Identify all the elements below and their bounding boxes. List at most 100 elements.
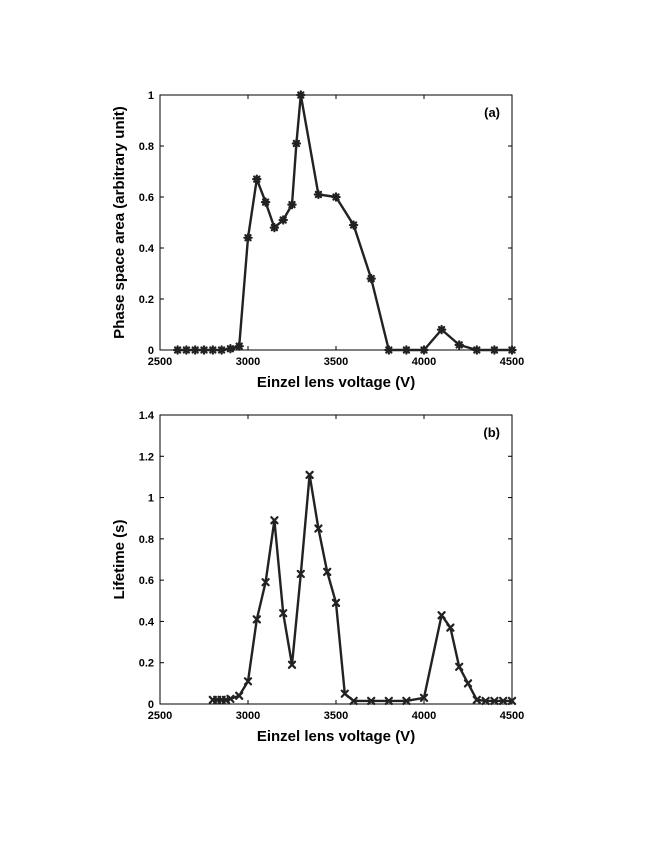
marker-stroke [340,689,349,698]
data-point-12 [296,569,305,579]
data-point-5 [216,345,227,355]
marker-stroke [279,216,287,224]
marker-stroke [261,578,270,587]
data-point-7 [252,615,261,624]
marker-stroke [297,91,305,99]
data-point-27 [472,695,481,705]
x-tick-label: 3000 [236,710,260,722]
marker-stroke [385,346,393,354]
data-point-29 [490,696,499,706]
marker-stroke [332,193,340,201]
y-axis-label: Lifetime (s) [111,519,128,599]
series-markers [208,470,517,706]
y-tick-label: 0 [148,699,154,711]
data-point-6 [225,344,236,354]
data-point-20 [384,345,394,355]
data-point-21 [402,696,411,706]
marker-stroke [446,623,455,632]
x-tick-label: 3500 [324,710,348,722]
marker-stroke [279,609,288,618]
x-tick-label: 4500 [500,356,524,368]
series-markers [172,90,517,355]
marker-stroke [331,598,341,608]
plot-frame [159,414,513,705]
marker-stroke [507,696,517,706]
y-tick-label: 0.6 [139,192,154,204]
x-tick-label: 4500 [500,710,524,722]
marker-stroke [182,346,191,354]
data-point-3 [199,345,209,355]
y-tick-label: 1.4 [139,410,155,422]
marker-stroke [252,615,261,624]
marker-stroke [314,524,323,533]
marker-stroke [270,516,279,525]
marker-stroke [402,696,411,706]
marker-stroke [463,679,473,688]
data-point-30 [499,696,508,706]
data-point-5 [235,691,244,700]
data-point-22 [419,693,429,702]
marker-stroke [437,325,446,334]
marker-stroke [419,693,429,702]
data-point-25 [472,345,482,355]
data-point-18 [348,220,359,230]
y-tick-label: 1.2 [139,451,154,463]
marker-stroke [235,342,243,350]
y-tick-label: 1 [148,90,154,102]
marker-stroke [209,346,217,354]
marker-stroke [226,694,235,703]
data-point-20 [384,696,393,706]
marker-stroke [288,200,296,209]
data-point-15 [323,567,332,577]
chart-panel-b: 2500 3000 3500 4000 4500 0 0.2 0.4 0.6 0.8 1 1.2 1.4… [111,410,524,745]
data-point-26 [489,345,500,355]
x-tick-label: 3500 [324,356,348,368]
y-axis-label: Phase space area (arbitrary unit) [111,106,128,339]
data-point-12 [278,215,288,225]
marker-stroke [367,274,375,283]
data-point-10 [260,197,271,207]
data-point-13 [287,199,297,210]
data-point-21 [401,345,412,355]
y-tick-label: 0.2 [139,294,154,306]
data-point-9 [270,516,279,525]
data-point-10 [279,609,288,618]
data-point-31 [507,696,517,706]
y-tick-label: 0.6 [139,575,154,587]
data-point-4 [208,345,218,355]
data-point-15 [296,90,306,100]
marker-stroke [296,569,305,579]
data-point-9 [252,174,262,184]
panel-label: (a) [484,105,500,120]
marker-stroke [173,346,182,354]
marker-stroke [349,221,358,229]
y-tick-label: 1 [148,493,154,505]
data-point-7 [234,341,244,351]
data-point-6 [243,677,253,686]
data-point-2 [190,345,200,355]
marker-stroke [253,175,261,183]
marker-stroke [437,611,446,620]
x-tick-label: 4000 [412,710,436,722]
chart-panel-a: 2500 3000 3500 4000 4500 0 0.2 0.4 0.6 0.8 1 Einzel… [111,90,524,391]
marker-stroke [490,346,499,354]
series-line [212,473,512,703]
data-point-8 [243,233,253,243]
marker-stroke [481,696,490,706]
y-tick-label: 0.8 [139,141,154,153]
data-point-1 [181,345,192,355]
y-tick-label: 0.2 [139,658,154,670]
x-tick-label: 2500 [148,710,172,722]
marker-stroke [384,696,393,706]
marker-stroke [402,346,411,354]
data-point-23 [437,611,446,620]
marker-stroke [191,346,199,354]
data-point-18 [349,696,358,706]
panel-label: (b) [483,425,500,440]
data-point-16 [331,598,341,608]
data-point-28 [481,696,490,706]
y-tick-label: 0.4 [139,243,155,255]
data-point-26 [463,679,473,688]
marker-stroke [200,346,208,354]
